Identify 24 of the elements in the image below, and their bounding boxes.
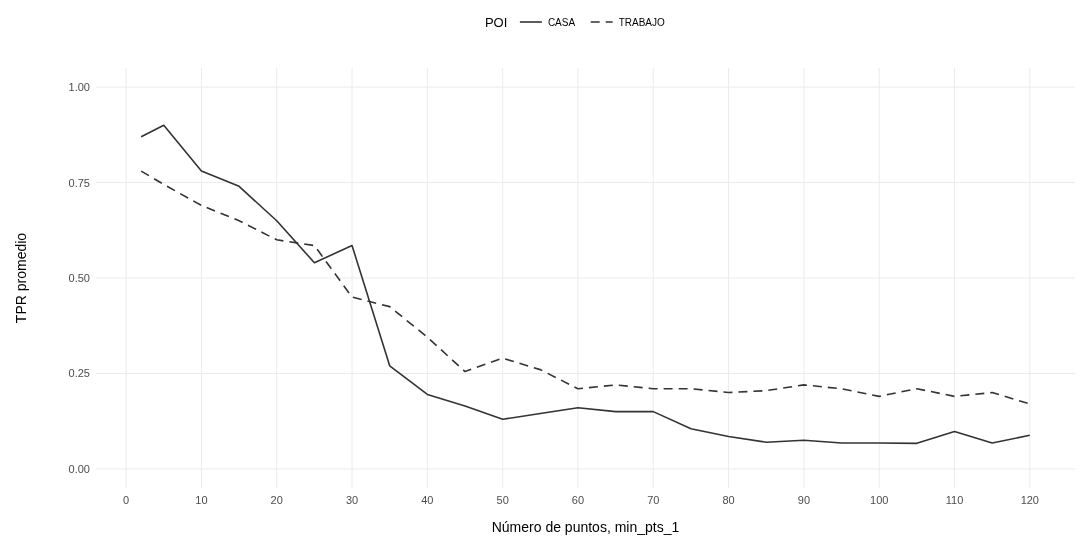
x-tick-label: 50 bbox=[496, 494, 509, 506]
y-tick-label: 0.50 bbox=[68, 272, 90, 284]
x-tick-label: 30 bbox=[345, 494, 359, 506]
y-tick-label: 0.25 bbox=[68, 367, 90, 380]
x-tick-label: 120 bbox=[1020, 494, 1039, 506]
legend-label: CASA bbox=[547, 17, 576, 28]
y-tick-label: 0.00 bbox=[68, 462, 90, 475]
x-tick-label: 0 bbox=[123, 494, 130, 506]
line-series bbox=[140, 124, 1031, 445]
x-tick-label: 60 bbox=[571, 494, 585, 506]
x-tick-label: 70 bbox=[647, 494, 660, 506]
x-tick-label: 110 bbox=[945, 494, 964, 506]
x-tick-label: 40 bbox=[421, 494, 434, 506]
legend-label: TRABAJO bbox=[618, 17, 666, 28]
x-tick-label: 100 bbox=[870, 494, 889, 506]
x-tick-label: 10 bbox=[195, 494, 208, 506]
x-tick-label: 20 bbox=[270, 494, 283, 506]
y-tick-label: 0.75 bbox=[68, 176, 90, 189]
x-axis-title: Número de puntos, min_pts_1 bbox=[491, 519, 680, 535]
x-tick-label: 80 bbox=[722, 494, 735, 506]
legend-title: POI bbox=[484, 15, 508, 30]
x-tick-label: 90 bbox=[797, 494, 811, 506]
y-tick-label: 1.00 bbox=[68, 81, 90, 94]
y-axis-title: TPR promedio bbox=[13, 232, 29, 324]
